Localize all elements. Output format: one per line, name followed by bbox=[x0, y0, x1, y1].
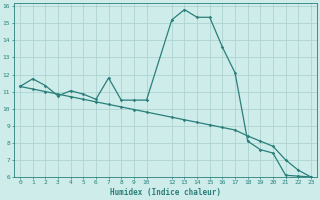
X-axis label: Humidex (Indice chaleur): Humidex (Indice chaleur) bbox=[110, 188, 221, 197]
